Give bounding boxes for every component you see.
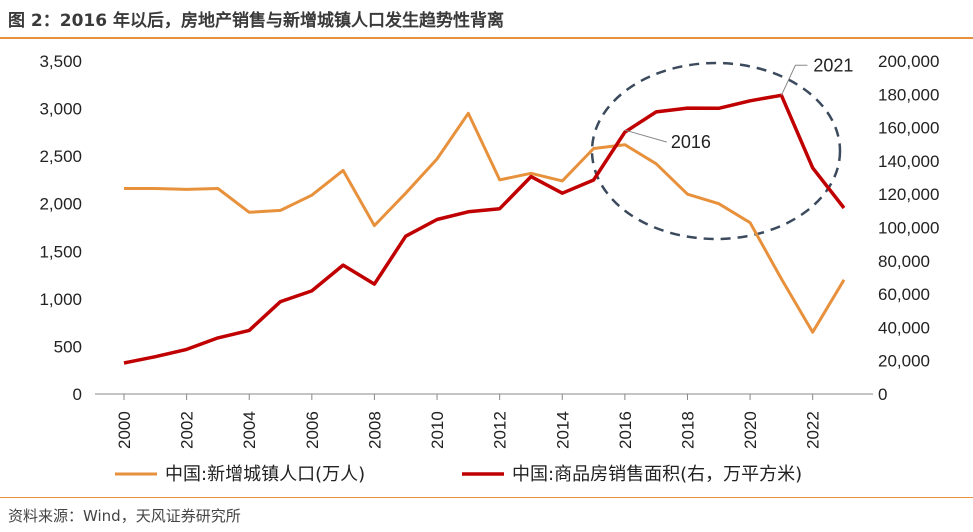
y-right-tick-label: 180,000 bbox=[878, 85, 939, 104]
y-right-tick-label: 120,000 bbox=[878, 185, 939, 204]
legend-label: 中国:商品房销售面积(右，万平方米) bbox=[512, 464, 802, 485]
y-left-tick-label: 500 bbox=[54, 337, 82, 356]
y-right-tick-label: 140,000 bbox=[878, 152, 939, 171]
x-tick-label: 2018 bbox=[678, 411, 697, 449]
y-left-tick-label: 1,500 bbox=[39, 242, 82, 261]
x-tick-label: 2004 bbox=[240, 411, 259, 449]
x-tick-label: 2000 bbox=[115, 411, 134, 449]
legend: 中国:新增城镇人口(万人) 中国:商品房销售面积(右，万平方米) bbox=[115, 464, 802, 485]
y-left-tick-label: 3,500 bbox=[39, 52, 82, 71]
x-tick-label: 2008 bbox=[365, 411, 384, 449]
annotation-label: 2021 bbox=[813, 55, 853, 75]
source-note: 资料来源：Wind，天风证券研究所 bbox=[8, 507, 241, 525]
y-right-tick-label: 20,000 bbox=[878, 352, 930, 371]
dashed-ellipse bbox=[590, 61, 842, 241]
x-tick-label: 2010 bbox=[428, 411, 447, 449]
y-left-tick-label: 1,000 bbox=[39, 290, 82, 309]
y-right-tick-label: 80,000 bbox=[878, 252, 930, 271]
x-tick-label: 2014 bbox=[553, 411, 572, 449]
annotation-leader bbox=[624, 129, 668, 143]
x-tick-label: 2002 bbox=[178, 411, 197, 449]
y-left-tick-label: 2,000 bbox=[39, 195, 82, 214]
x-tick-label: 2006 bbox=[303, 411, 322, 449]
y-right-tick-label: 200,000 bbox=[878, 52, 939, 71]
footer-divider bbox=[0, 497, 973, 498]
title-divider bbox=[0, 37, 973, 39]
y-left-tick-label: 3,000 bbox=[39, 100, 82, 119]
annotations: 2016 2021 bbox=[624, 55, 853, 152]
series-lines bbox=[123, 93, 846, 365]
series-line-population bbox=[124, 111, 846, 334]
highlight-ellipse bbox=[590, 61, 842, 241]
x-tick-label: 2020 bbox=[741, 411, 760, 449]
y-right-tick-label: 160,000 bbox=[878, 119, 939, 138]
series-line-sales bbox=[123, 93, 846, 365]
chart-title: 图 2：2016 年以后，房地产销售与新增城镇人口发生趋势性背离 bbox=[8, 11, 504, 31]
annotation-leader bbox=[780, 64, 808, 96]
y-left-tick-label: 0 bbox=[73, 385, 82, 404]
y-right-tick-label: 60,000 bbox=[878, 285, 930, 304]
axes: 2000 2002 2004 2006 2008 2010 2012 2014 2016 2018… bbox=[39, 52, 939, 449]
y-right-tick-label: 40,000 bbox=[878, 318, 930, 337]
chart-canvas: 2000 2002 2004 2006 2008 2010 2012 2014 2016 2018… bbox=[39, 52, 939, 485]
y-right-tick-label: 100,000 bbox=[878, 219, 939, 238]
y-right-tick-label: 0 bbox=[878, 385, 887, 404]
legend-label: 中国:新增城镇人口(万人) bbox=[165, 464, 365, 485]
x-tick-label: 2022 bbox=[804, 411, 823, 449]
x-tick-label: 2012 bbox=[491, 411, 510, 449]
annotation-label: 2016 bbox=[671, 132, 711, 152]
y-left-tick-label: 2,500 bbox=[39, 147, 82, 166]
x-tick-label: 2016 bbox=[616, 411, 635, 449]
